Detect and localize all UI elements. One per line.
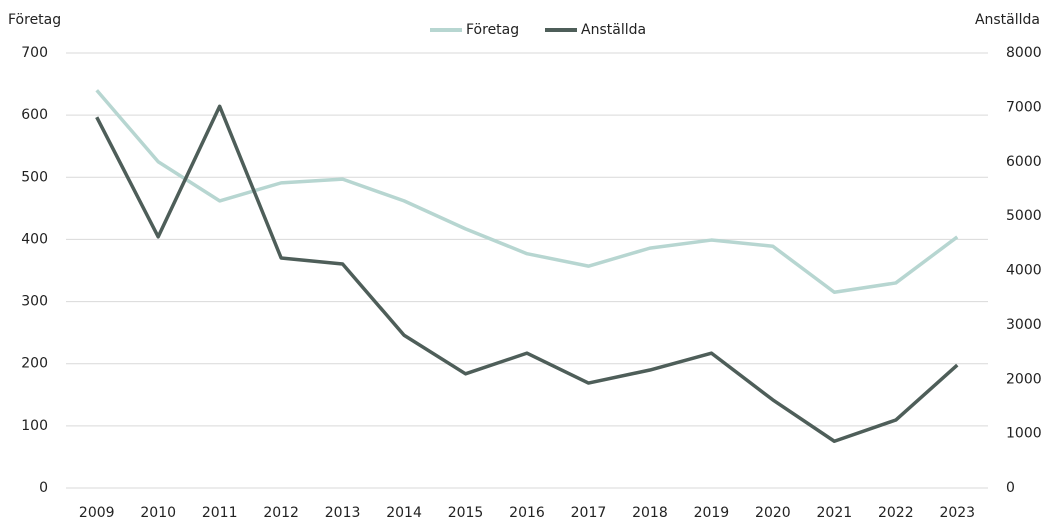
y-tick-label: 0 [39, 480, 48, 496]
y2-tick-label: 0 [1006, 480, 1015, 496]
y2-tick-label: 4000 [1006, 263, 1042, 279]
line-series [95, 104, 959, 443]
y-axis-title: Företag [8, 12, 61, 28]
x-tick-label: 2016 [509, 505, 545, 521]
y-tick-label: 400 [21, 231, 48, 247]
legend-label: Anställda [581, 22, 646, 38]
y2-tick-label: 7000 [1006, 99, 1042, 115]
y-tick-label: 600 [21, 107, 48, 123]
line-series [95, 89, 959, 294]
x-tick-label: 2009 [79, 505, 115, 521]
legend-label: Företag [466, 22, 519, 38]
y-tick-label: 100 [21, 418, 48, 434]
x-tick-label: 2017 [571, 505, 607, 521]
y2-axis-title: Anställda [975, 12, 1040, 28]
x-tick-label: 2018 [632, 505, 668, 521]
x-tick-label: 2019 [694, 505, 730, 521]
y2-tick-label: 8000 [1006, 45, 1042, 61]
y-tick-label: 200 [21, 356, 48, 372]
x-tick-label: 2020 [755, 505, 791, 521]
x-tick-label: 2015 [448, 505, 484, 521]
y2-tick-label: 1000 [1006, 426, 1042, 442]
x-tick-label: 2013 [325, 505, 361, 521]
y-tick-label: 300 [21, 294, 48, 310]
x-tick-label: 2023 [939, 505, 975, 521]
y2-tick-label: 6000 [1006, 154, 1042, 170]
x-tick-label: 2010 [140, 505, 176, 521]
y-tick-label: 700 [21, 45, 48, 61]
x-tick-label: 2012 [263, 505, 299, 521]
x-tick-label: 2014 [386, 505, 422, 521]
y2-tick-label: 5000 [1006, 208, 1042, 224]
x-tick-label: 2021 [817, 505, 853, 521]
y-tick-label: 500 [21, 169, 48, 185]
y2-tick-label: 3000 [1006, 317, 1042, 333]
y2-tick-label: 2000 [1006, 371, 1042, 387]
x-tick-label: 2022 [878, 505, 914, 521]
x-tick-label: 2011 [202, 505, 238, 521]
